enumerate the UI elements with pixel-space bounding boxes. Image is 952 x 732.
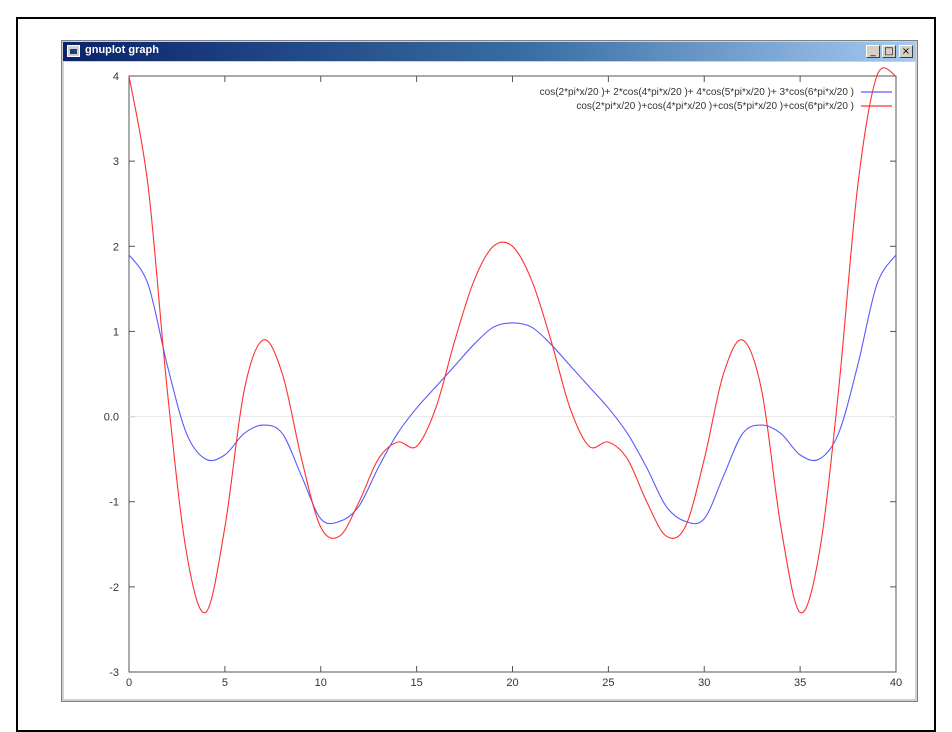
x-tick-label: 30: [698, 677, 710, 689]
x-tick-label: 40: [890, 677, 902, 689]
plot-series: [128, 67, 897, 614]
series-line-1: [128, 254, 897, 525]
series-line-2: [128, 67, 897, 614]
plot-chart: 0 5 10 15 20 25 30 35 40 4 3 2 1 0.0 -1 -2 -3 cos(2*pi*x…: [104, 67, 902, 689]
x-tick-label: 10: [315, 677, 327, 689]
y-tick-label: 0.0: [104, 412, 119, 424]
window-titlebar[interactable]: gnuplot graph _ □ ×: [63, 42, 916, 61]
plot-area: 0 5 10 15 20 25 30 35 40 4 3 2 1 0.0 -1 -2 -3 cos(2*pi*x…: [64, 62, 915, 699]
x-tick-label: 25: [602, 677, 614, 689]
legend-entry-label-2: cos(2*pi*x/20 )+cos(4*pi*x/20 )+cos(5*pi…: [576, 101, 854, 112]
y-tick-label: -1: [109, 497, 119, 509]
x-tick-label: 5: [222, 677, 228, 689]
y-tick-label: 2: [113, 241, 119, 253]
y-tick-label: 3: [113, 156, 119, 168]
x-tick-label: 20: [506, 677, 518, 689]
y-tick-label: 1: [113, 326, 119, 338]
app-icon[interactable]: [67, 45, 80, 57]
x-tick-label: 0: [126, 677, 132, 689]
plot-legend: cos(2*pi*x/20 )+ 2*cos(4*pi*x/20 )+ 4*co…: [540, 87, 892, 112]
x-tick-label: 35: [794, 677, 806, 689]
x-tick-label: 15: [411, 677, 423, 689]
legend-entry-label-1: cos(2*pi*x/20 )+ 2*cos(4*pi*x/20 )+ 4*co…: [540, 87, 854, 98]
y-tick-label: 4: [113, 71, 119, 83]
gnuplot-window: gnuplot graph _ □ × 0 5 10 15 20 25 30 35 40 4 3 2 1…: [61, 40, 918, 702]
y-tick-label: -3: [109, 667, 119, 679]
plot-border: [128, 75, 897, 673]
plot-axes: 0 5 10 15 20 25 30 35 40 4 3 2 1 0.0 -1 -2 -3: [104, 71, 902, 689]
y-tick-label: -2: [109, 582, 119, 594]
close-button[interactable]: ×: [899, 45, 913, 58]
maximize-button[interactable]: □: [882, 45, 896, 58]
minimize-button[interactable]: _: [866, 45, 880, 58]
window-title: gnuplot graph: [85, 44, 159, 56]
